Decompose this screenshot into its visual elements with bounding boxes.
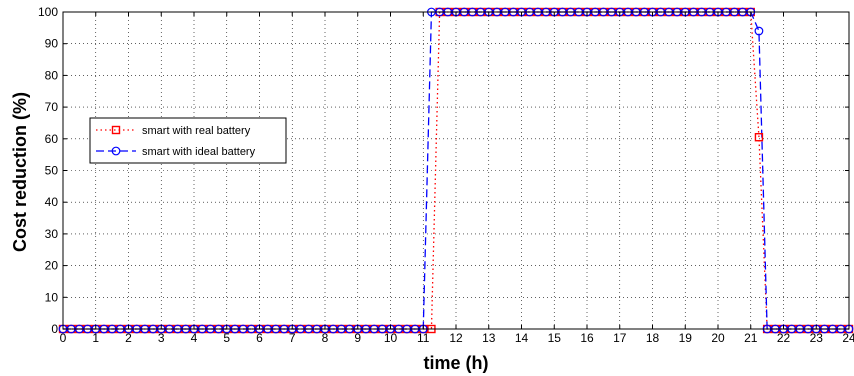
x-tick-label: 9	[354, 331, 361, 345]
y-tick-label: 70	[45, 100, 59, 114]
x-tick-label: 13	[482, 331, 496, 345]
y-tick-label: 100	[38, 5, 58, 19]
x-tick-label: 1	[92, 331, 99, 345]
x-tick-label: 23	[810, 331, 824, 345]
y-tick-label: 10	[45, 290, 59, 304]
x-tick-label: 8	[322, 331, 329, 345]
x-tick-label: 21	[744, 331, 758, 345]
x-tick-label: 15	[548, 331, 562, 345]
y-tick-label: 80	[45, 68, 59, 82]
tick-marks	[62, 11, 850, 330]
y-tick-label: 0	[51, 322, 58, 336]
x-tick-label: 10	[384, 331, 398, 345]
x-tick-label: 5	[223, 331, 230, 345]
grid-lines	[63, 12, 849, 329]
y-axis-title: Cost reduction (%)	[10, 92, 30, 252]
legend-label-1: smart with ideal battery	[142, 146, 256, 158]
x-tick-label: 19	[679, 331, 693, 345]
y-tick-label: 40	[45, 195, 59, 209]
x-tick-label: 6	[256, 331, 263, 345]
x-tick-label: 11	[417, 331, 430, 345]
legend-marker-1	[111, 146, 121, 156]
x-tick-label: 16	[580, 331, 594, 345]
x-tick-label: 0	[60, 331, 67, 345]
y-tick-label: 60	[45, 132, 59, 146]
y-tick-label: 30	[45, 227, 59, 241]
x-tick-label: 17	[613, 331, 627, 345]
tick-labels: 0 1 2 3 4 5 6 7 8 9 10 11 12 13 14 15 16 17 18 19 20 21 22 23 24…	[38, 5, 854, 345]
x-tick-label: 4	[191, 331, 198, 345]
x-tick-label: 12	[449, 331, 463, 345]
x-tick-label: 24	[842, 331, 854, 345]
x-tick-label: 3	[158, 331, 165, 345]
x-tick-label: 7	[289, 331, 296, 345]
legend: smart with real battery smart with ideal …	[89, 117, 287, 164]
x-axis-title: time (h)	[424, 353, 489, 373]
y-tick-label: 90	[45, 37, 59, 51]
data-point-series-1	[754, 26, 764, 36]
y-tick-label: 50	[45, 164, 59, 178]
x-tick-label: 22	[777, 331, 791, 345]
legend-label-0: smart with real battery	[142, 125, 251, 137]
data-point-series-0	[754, 133, 764, 142]
x-tick-label: 20	[711, 331, 725, 345]
x-tick-label: 14	[515, 331, 529, 345]
legend-box	[89, 117, 287, 164]
x-tick-label: 18	[646, 331, 660, 345]
y-tick-label: 20	[45, 259, 59, 273]
x-tick-label: 2	[125, 331, 132, 345]
legend-marker-0	[111, 125, 121, 135]
